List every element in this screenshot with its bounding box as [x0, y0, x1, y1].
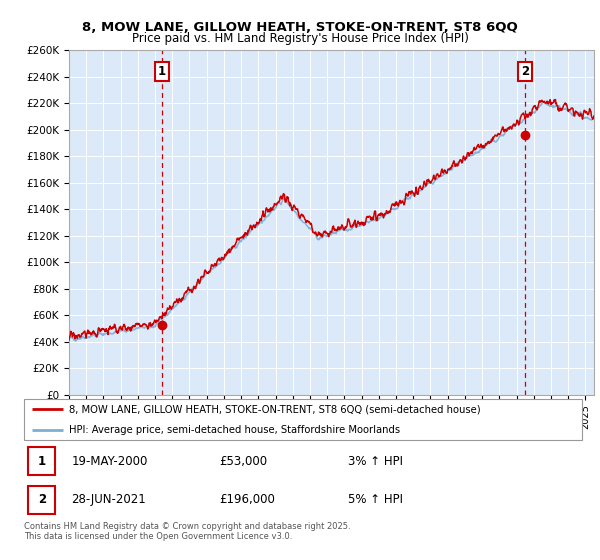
Text: This data is licensed under the Open Government Licence v3.0.: This data is licensed under the Open Gov…: [24, 532, 292, 541]
Text: 3% ↑ HPI: 3% ↑ HPI: [347, 455, 403, 468]
Text: 8, MOW LANE, GILLOW HEATH, STOKE-ON-TRENT, ST8 6QQ: 8, MOW LANE, GILLOW HEATH, STOKE-ON-TREN…: [82, 21, 518, 34]
Text: 28-JUN-2021: 28-JUN-2021: [71, 493, 146, 506]
Bar: [28, 486, 55, 514]
Text: £196,000: £196,000: [220, 493, 275, 506]
Text: 5% ↑ HPI: 5% ↑ HPI: [347, 493, 403, 506]
Text: 2: 2: [38, 493, 46, 506]
Text: 2: 2: [521, 65, 529, 78]
Bar: [28, 447, 55, 475]
Text: HPI: Average price, semi-detached house, Staffordshire Moorlands: HPI: Average price, semi-detached house,…: [68, 424, 400, 435]
Text: 1: 1: [38, 455, 46, 468]
Text: Contains HM Land Registry data © Crown copyright and database right 2025.: Contains HM Land Registry data © Crown c…: [24, 522, 350, 531]
Text: 1: 1: [158, 65, 166, 78]
Text: £53,000: £53,000: [220, 455, 268, 468]
Text: Price paid vs. HM Land Registry's House Price Index (HPI): Price paid vs. HM Land Registry's House …: [131, 32, 469, 45]
Text: 8, MOW LANE, GILLOW HEATH, STOKE-ON-TRENT, ST8 6QQ (semi-detached house): 8, MOW LANE, GILLOW HEATH, STOKE-ON-TREN…: [68, 404, 480, 414]
Text: 19-MAY-2000: 19-MAY-2000: [71, 455, 148, 468]
